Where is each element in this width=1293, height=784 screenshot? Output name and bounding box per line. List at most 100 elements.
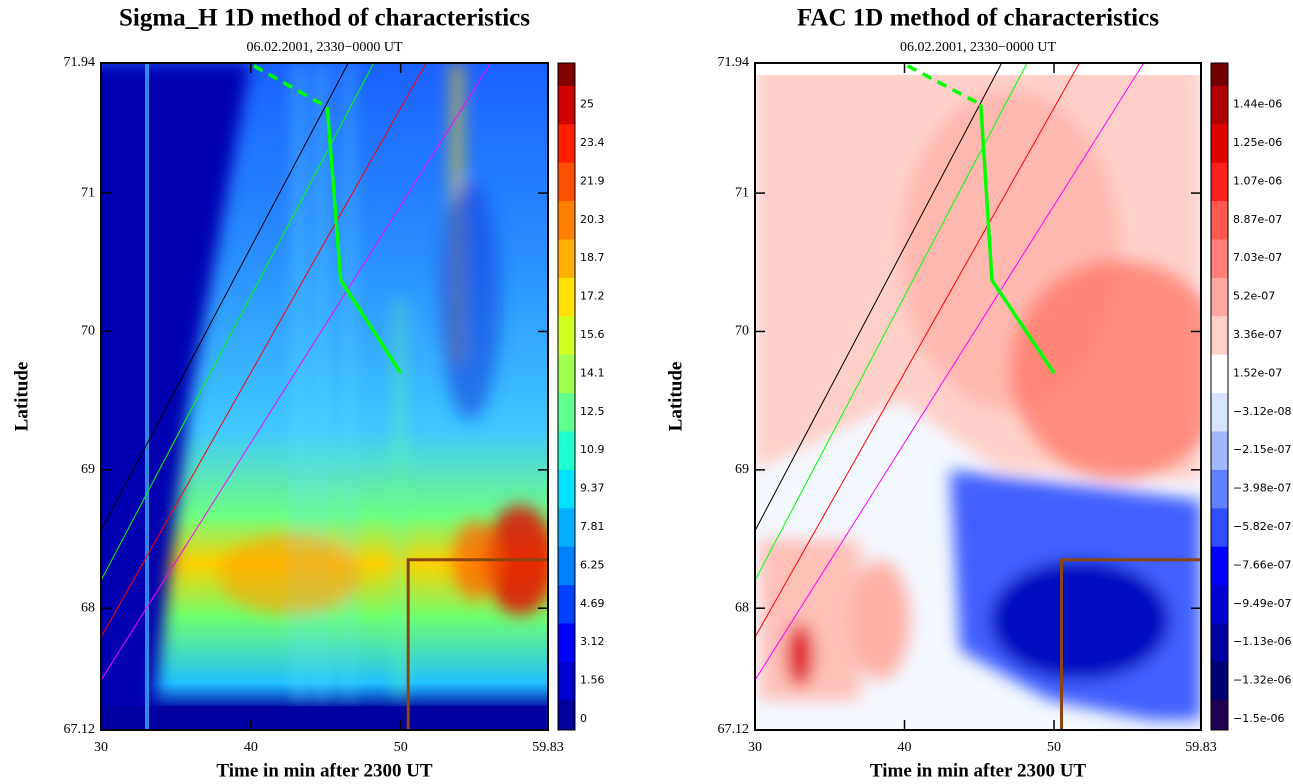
colorbar-band	[1210, 660, 1229, 701]
colorbar-cap	[1210, 62, 1229, 86]
chart-title: FAC 1D method of characteristics	[797, 5, 1159, 32]
series-line	[252, 64, 329, 109]
series-line	[906, 64, 982, 107]
plot-frame	[100, 62, 549, 731]
x-tick-label: 59.83	[1185, 740, 1217, 755]
colorbar-band	[557, 84, 576, 125]
colorbar-label: 17.2	[580, 290, 605, 303]
colorbar-band	[1210, 161, 1229, 202]
x-axis-label: Time in min after 2300 UT	[216, 760, 433, 781]
colorbar-band	[557, 660, 576, 701]
sigma-field	[101, 63, 548, 730]
x-tick-label: 50	[1047, 740, 1061, 755]
chart-subtitle: 06.02.2001, 2330−0000 UT	[900, 40, 1057, 55]
y-tick-label: 68	[81, 600, 95, 615]
colorbar-band	[1210, 699, 1229, 731]
colorbar-band	[557, 315, 576, 355]
series-line	[755, 63, 1003, 531]
colorbar-band	[557, 468, 576, 509]
colorbar-label: −3.12e-08	[1233, 405, 1291, 418]
colorbar-label: 4.69	[580, 597, 605, 610]
series-line	[101, 63, 492, 681]
colorbar-band	[1210, 392, 1229, 432]
colorbar-label: −3.98e-07	[1233, 482, 1291, 495]
series-line	[755, 63, 1080, 638]
colorbar-band	[557, 622, 576, 662]
colorbar-label: 21.9	[580, 174, 605, 187]
series-line	[325, 107, 403, 374]
y-tick-label: 71	[81, 185, 95, 200]
colorbar-band	[557, 276, 576, 317]
colorbar-label: 25	[580, 98, 594, 111]
colorbar-label: 1.56	[580, 674, 605, 687]
colorbar-label: −2.15e-07	[1233, 443, 1291, 456]
colorbar-label: 1.52e-07	[1233, 366, 1282, 379]
colorbar-band	[557, 392, 576, 432]
x-tick-label: 30	[748, 740, 762, 755]
series-line	[406, 558, 548, 730]
fac-field	[755, 63, 1201, 730]
series-line	[101, 63, 375, 581]
colorbar-band	[1210, 276, 1229, 317]
colorbar-band	[557, 200, 576, 240]
colorbar-cap	[557, 62, 576, 86]
x-tick-label: 40	[898, 740, 912, 755]
y-tick-label: 71.94	[718, 55, 750, 70]
colorbar-label: 0	[580, 712, 587, 725]
colorbar-label: −9.49e-07	[1233, 597, 1291, 610]
colorbar-label: 14.1	[580, 366, 605, 379]
colorbar-band	[1210, 430, 1229, 470]
x-tick-label: 40	[244, 740, 258, 755]
colorbar-band	[557, 699, 576, 731]
colorbar-label: 15.6	[580, 328, 605, 341]
colorbar-label: 3.36e-07	[1233, 328, 1282, 341]
colorbar-label: 9.37	[580, 482, 605, 495]
colorbar-band	[1210, 353, 1229, 394]
colorbar-label: 5.2e-07	[1233, 290, 1275, 303]
colorbar-band	[557, 161, 576, 202]
colorbar-band	[1210, 507, 1229, 547]
colorbar-label: 7.03e-07	[1233, 251, 1282, 264]
y-tick-label: 71.94	[64, 55, 96, 70]
y-axis-label: Latitude	[665, 362, 686, 432]
colorbar-band	[557, 507, 576, 547]
colorbar-band	[1210, 200, 1229, 240]
colorbar-band	[1210, 315, 1229, 355]
colorbar-label: 1.07e-06	[1233, 174, 1282, 187]
colorbar-label: 18.7	[580, 251, 605, 264]
x-tick-label: 30	[94, 740, 108, 755]
y-tick-label: 68	[735, 600, 749, 615]
chart-subtitle: 06.02.2001, 2330−0000 UT	[246, 40, 403, 55]
colorbar-label: 20.3	[580, 213, 605, 226]
colorbar-label: −7.66e-07	[1233, 558, 1291, 571]
colorbar-label: 23.4	[580, 136, 605, 149]
colorbar-band	[557, 584, 576, 624]
x-tick-label: 59.83	[532, 740, 564, 755]
series-line	[1060, 558, 1201, 730]
colorbar-frame	[557, 62, 576, 731]
colorbar-band	[1210, 584, 1229, 624]
series-line	[979, 104, 1056, 374]
series-line	[755, 63, 1028, 581]
y-tick-label: 67.12	[718, 722, 750, 737]
series-line	[101, 63, 349, 531]
colorbar-band	[1210, 545, 1229, 586]
y-tick-label: 67.12	[64, 722, 96, 737]
colorbar-label: −1.5e-06	[1233, 712, 1284, 725]
chart-title: Sigma_H 1D method of characteristics	[119, 5, 530, 32]
colorbar-label: 8.87e-07	[1233, 213, 1282, 226]
y-axis-label: Latitude	[11, 362, 32, 432]
colorbar-band	[557, 430, 576, 470]
y-tick-label: 69	[81, 462, 95, 477]
colorbar-label: 3.12	[580, 635, 605, 648]
colorbar-band	[557, 353, 576, 394]
colorbar-band	[1210, 84, 1229, 125]
colorbar-label: 12.5	[580, 405, 605, 418]
series-line	[755, 63, 1145, 681]
colorbar-band	[1210, 123, 1229, 163]
y-tick-label: 69	[735, 462, 749, 477]
colorbar-label: 7.81	[580, 520, 605, 533]
colorbar-band	[557, 238, 576, 278]
x-axis-label: Time in min after 2300 UT	[870, 760, 1087, 781]
